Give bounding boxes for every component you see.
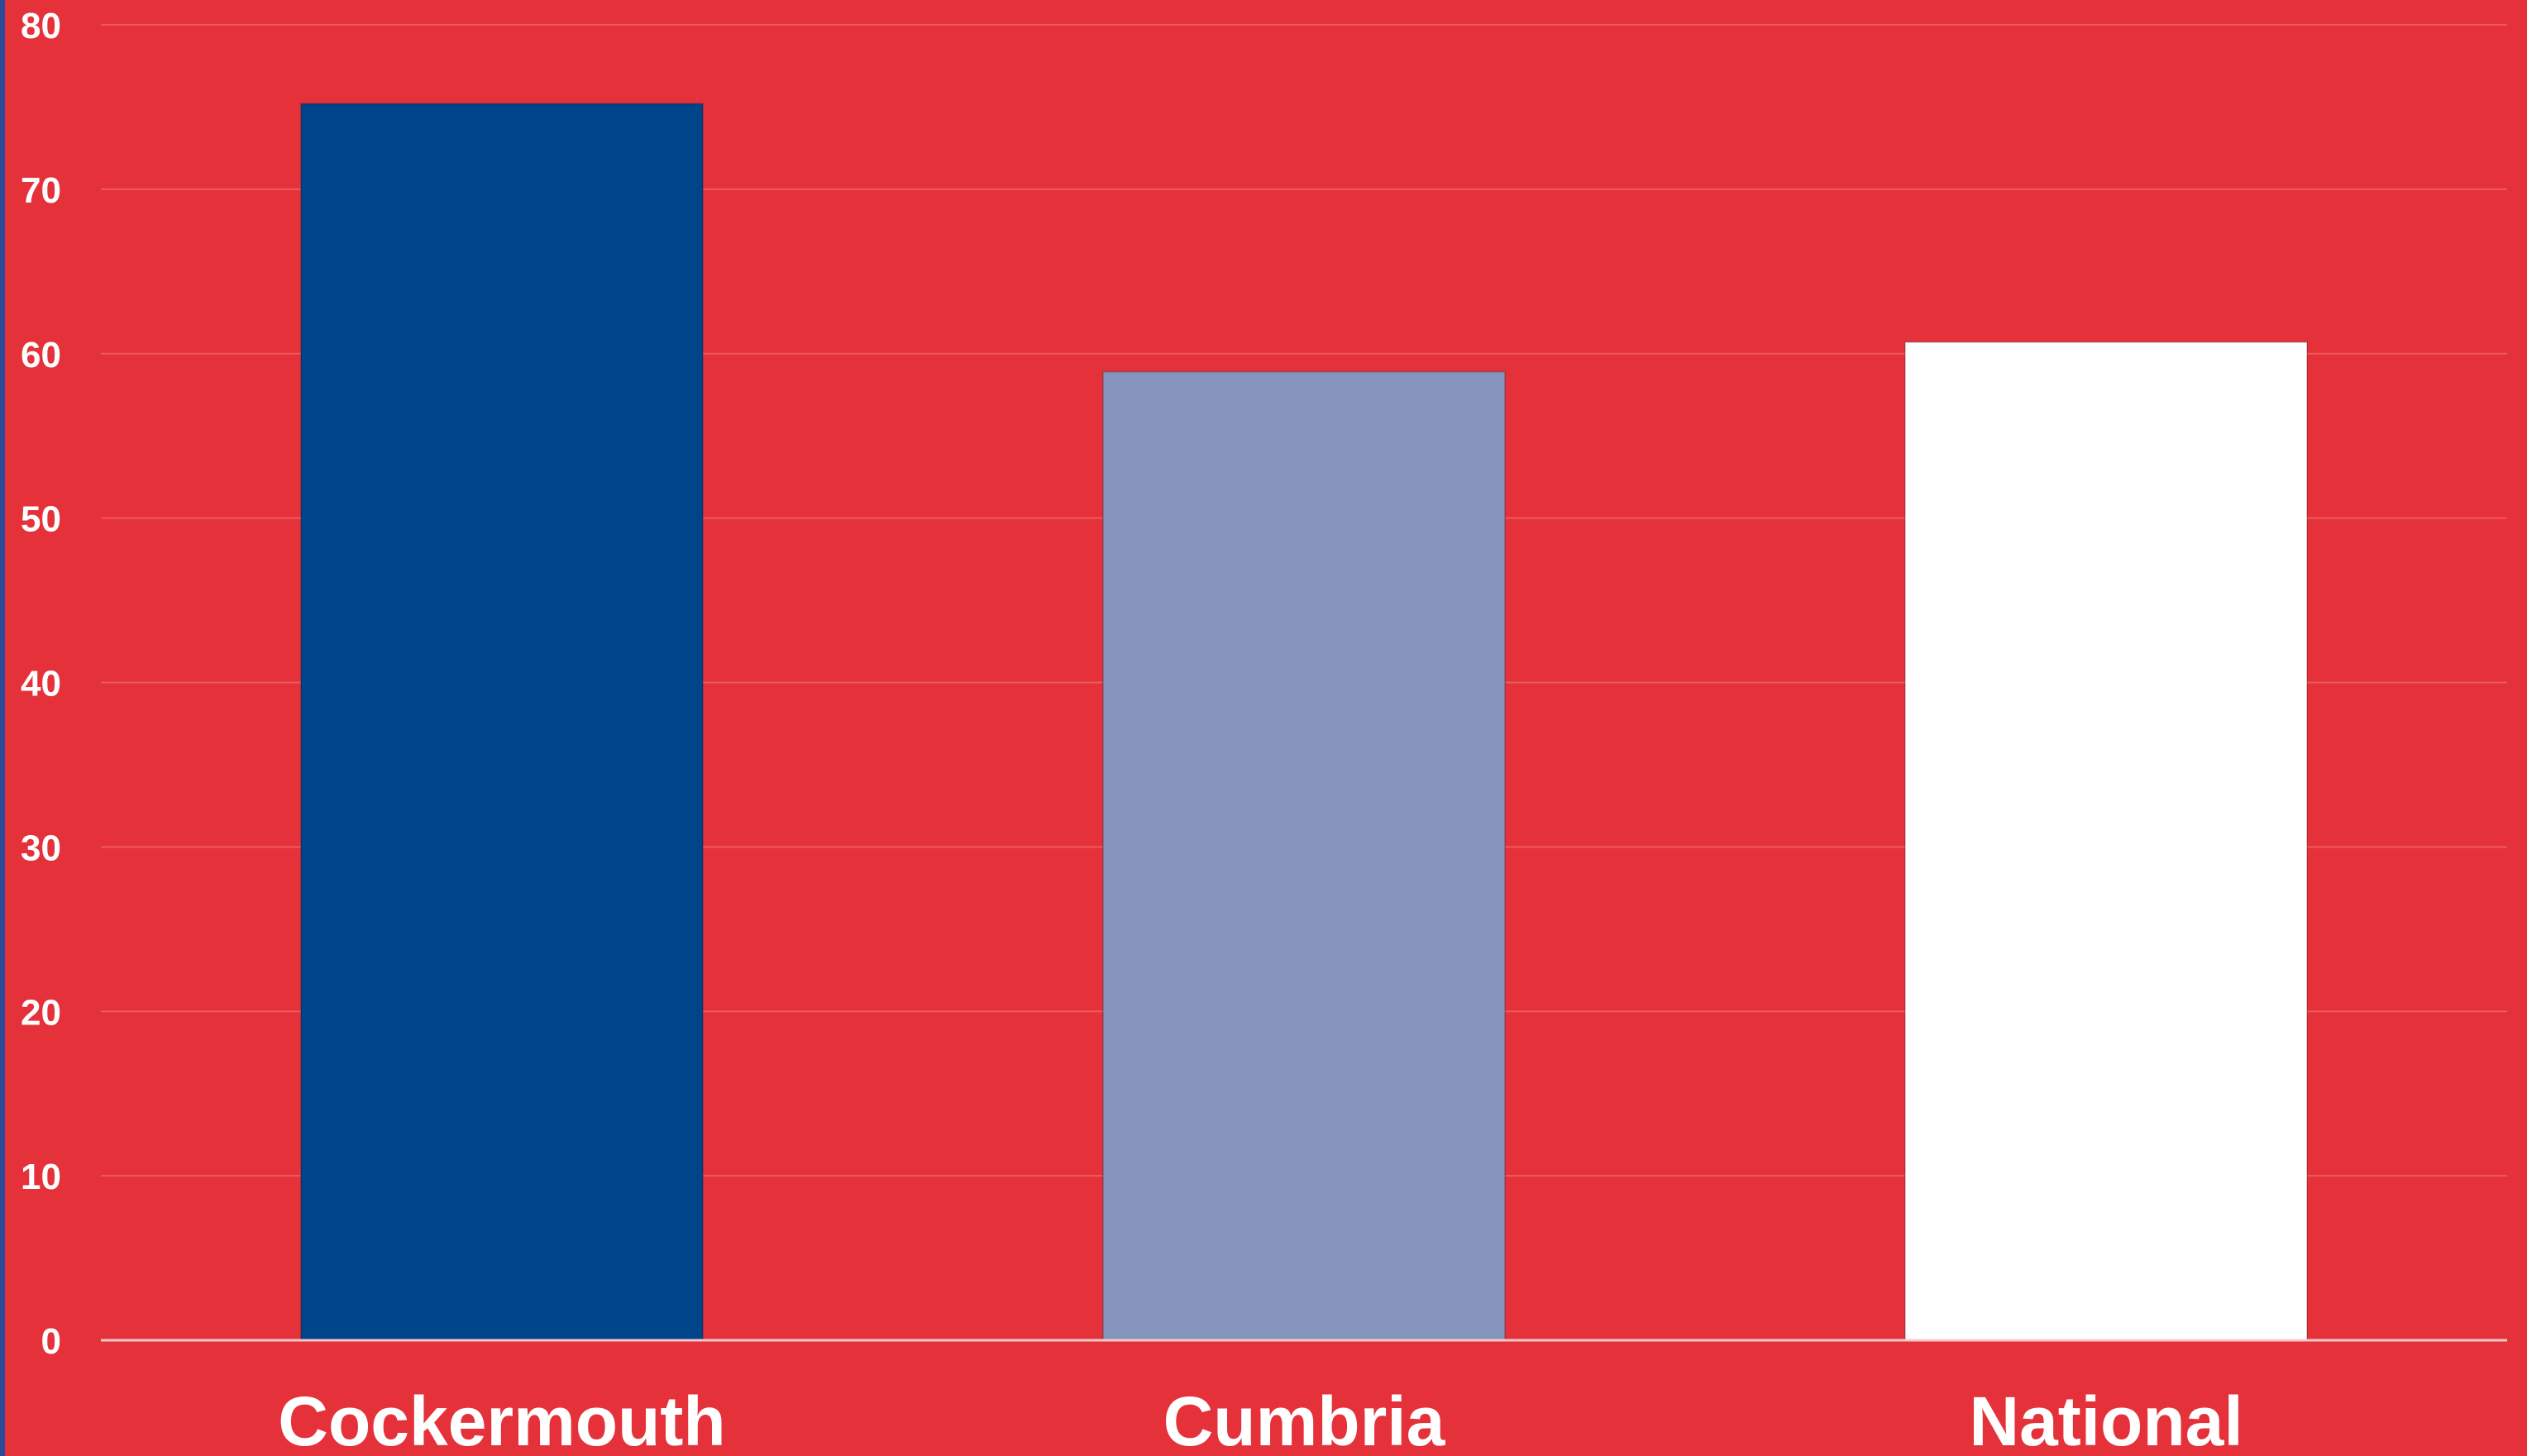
- y-tick-label: 50: [21, 499, 61, 540]
- x-tick-label: Cumbria: [1163, 1382, 1446, 1456]
- bars: [300, 103, 2308, 1342]
- bar-cumbria: [1102, 370, 1506, 1342]
- bar-cockermouth: [300, 103, 704, 1342]
- x-tick-label: National: [1969, 1382, 2243, 1456]
- y-tick-label: 0: [41, 1321, 61, 1362]
- y-tick-label: 30: [21, 828, 61, 868]
- y-tick-label: 20: [21, 992, 61, 1033]
- left-edge-stripe: [0, 0, 5, 1456]
- y-tick-label: 60: [21, 335, 61, 375]
- x-tick-labels: Cockermouth Cumbria National: [278, 1382, 2243, 1456]
- y-tick-label: 40: [21, 664, 61, 704]
- y-tick-label: 70: [21, 170, 61, 211]
- y-tick-label: 80: [21, 6, 61, 46]
- x-tick-label: Cockermouth: [278, 1382, 725, 1456]
- y-tick-labels: 0 10 20 30 40 50 60 70 80: [21, 6, 61, 1362]
- bar-national: [1904, 341, 2308, 1341]
- y-tick-label: 10: [21, 1157, 61, 1197]
